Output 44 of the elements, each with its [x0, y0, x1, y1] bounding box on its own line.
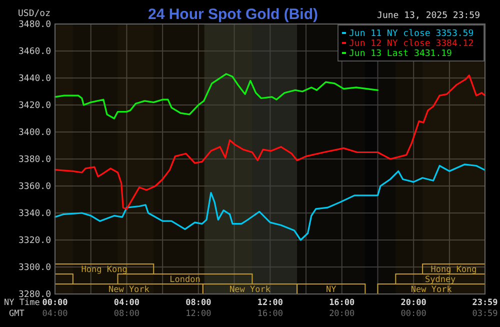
x-tick-label: 12:00: [257, 298, 283, 308]
line-series: [54, 74, 486, 210]
x2-axis-title: GMT: [9, 309, 24, 319]
y-tick-label: 3480.0: [18, 20, 51, 30]
band-label: NY: [326, 285, 336, 295]
y-tick-label: 3440.0: [18, 74, 51, 84]
band-label: Hong Kong: [430, 265, 477, 275]
legend-label: Jun 12 NY close 3384.12: [349, 39, 474, 49]
x2-tick-label: 08:00: [114, 309, 140, 319]
x-axis-title: NY Time: [4, 298, 40, 308]
x2-tick-label: 00:00: [400, 309, 426, 319]
y-tick-label: 3320.0: [18, 236, 51, 246]
x2-tick-label: 03:59: [472, 309, 498, 319]
band-label: Hong Kong: [81, 265, 128, 275]
x-tick-label: 08:00: [186, 298, 212, 308]
x-tick-label: 23:59: [472, 298, 498, 308]
y-tick-label: 3280.0: [18, 290, 51, 300]
y-tick-label: 3400.0: [18, 128, 51, 138]
x-tick-label: 00:00: [42, 298, 68, 308]
chart-subtitle: June 13, 2025 23:59: [377, 11, 480, 21]
x2-tick-label: 04:00: [42, 309, 68, 319]
y-tick-label: 3380.0: [18, 155, 51, 165]
band-label: Sydney: [424, 275, 456, 285]
y-axis-title: USD/oz: [18, 9, 51, 19]
y-tick-label: 3460.0: [18, 47, 51, 57]
x-tick-label: 16:00: [329, 298, 355, 308]
x-tick-label: 04:00: [114, 298, 140, 308]
band-label: New York: [410, 285, 452, 295]
y-tick-label: 3360.0: [18, 182, 51, 192]
band-label: London: [170, 275, 200, 285]
x2-tick-label: 16:00: [257, 309, 283, 319]
x-tick-label: 20:00: [400, 298, 426, 308]
chart-title: 24 Hour Spot Gold (Bid): [148, 6, 318, 23]
x2-tick-label: 20:00: [329, 309, 355, 319]
line-series: [54, 164, 486, 241]
y-tick-label: 3340.0: [18, 209, 51, 219]
y-tick-label: 3420.0: [18, 101, 51, 111]
line-series: [54, 73, 379, 120]
y-tick-label: 3300.0: [18, 263, 51, 273]
legend-label: Jun 11 NY close 3353.59: [349, 29, 474, 39]
legend-label: Jun 13 Last 3431.19: [349, 49, 452, 59]
x2-tick-label: 12:00: [186, 309, 212, 319]
band-label: New York: [230, 285, 270, 295]
band-label: New York: [108, 285, 150, 295]
